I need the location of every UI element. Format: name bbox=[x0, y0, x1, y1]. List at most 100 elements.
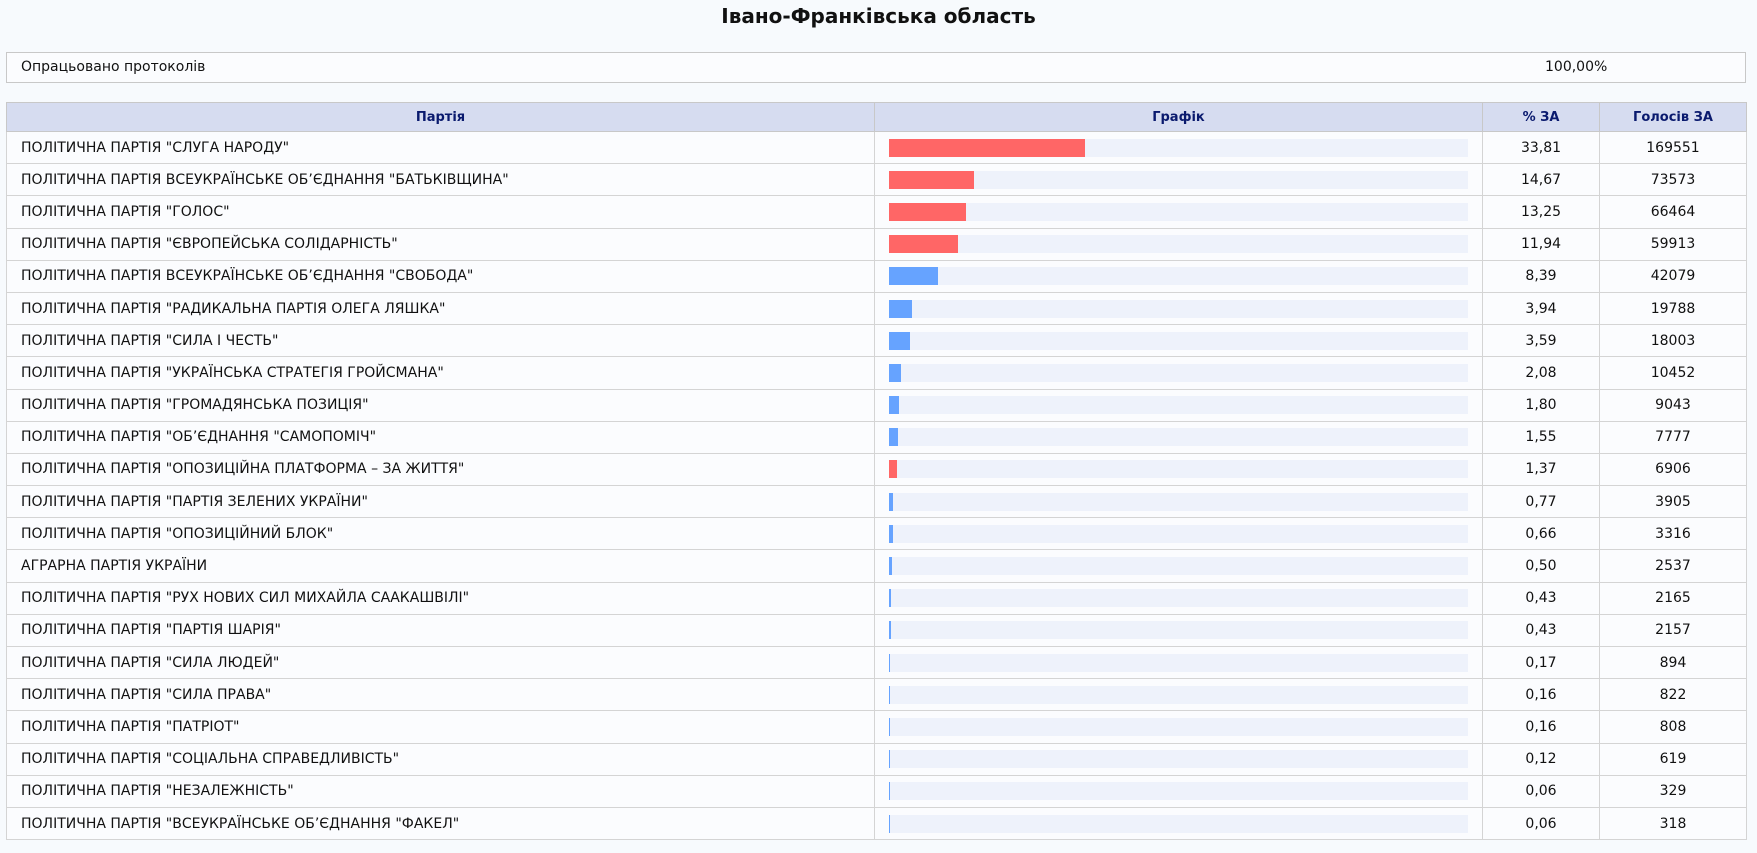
percent: 11,94 bbox=[1482, 227, 1600, 261]
bar bbox=[889, 170, 974, 189]
graph-cell bbox=[874, 806, 1483, 841]
votes: 808 bbox=[1599, 710, 1747, 744]
percent: 3,94 bbox=[1482, 291, 1600, 326]
votes: 10452 bbox=[1599, 356, 1747, 390]
bar-track bbox=[889, 814, 1468, 833]
bar-track bbox=[889, 782, 1468, 801]
result-row: ПОЛІТИЧНА ПАРТІЯ ВСЕУКРАЇНСЬКЕ ОБ’ЄДНАНН… bbox=[6, 163, 1747, 197]
percent: 0,06 bbox=[1482, 774, 1600, 808]
percent: 3,59 bbox=[1482, 324, 1600, 358]
party-name: ПОЛІТИЧНА ПАРТІЯ "ПАРТІЯ ШАРІЯ" bbox=[6, 613, 875, 648]
result-row: ПОЛІТИЧНА ПАРТІЯ "ПАТРІОТ" 0,16 808 bbox=[6, 710, 1747, 744]
graph-cell bbox=[874, 710, 1483, 744]
party-name: ПОЛІТИЧНА ПАРТІЯ "ЄВРОПЕЙСЬКА СОЛІДАРНІС… bbox=[6, 227, 875, 261]
votes: 9043 bbox=[1599, 388, 1747, 422]
graph-cell bbox=[874, 517, 1483, 551]
bar bbox=[889, 621, 892, 640]
graph-cell bbox=[874, 420, 1483, 454]
party-name: ПОЛІТИЧНА ПАРТІЯ "УКРАЇНСЬКА СТРАТЕГІЯ Г… bbox=[6, 356, 875, 390]
bar bbox=[889, 557, 892, 576]
result-row: ПОЛІТИЧНА ПАРТІЯ "УКРАЇНСЬКА СТРАТЕГІЯ Г… bbox=[6, 356, 1747, 390]
graph-cell bbox=[874, 291, 1483, 326]
party-name: ПОЛІТИЧНА ПАРТІЯ "ВСЕУКРАЇНСЬКЕ ОБ’ЄДНАН… bbox=[6, 806, 875, 841]
percent: 0,50 bbox=[1482, 549, 1600, 583]
bar-track bbox=[889, 557, 1468, 576]
bar bbox=[889, 299, 912, 318]
bar bbox=[889, 492, 894, 511]
votes: 894 bbox=[1599, 645, 1747, 680]
bar bbox=[889, 396, 900, 415]
votes: 169551 bbox=[1599, 130, 1747, 165]
votes: 19788 bbox=[1599, 291, 1747, 326]
votes: 18003 bbox=[1599, 324, 1747, 358]
result-row: ПОЛІТИЧНА ПАРТІЯ "ПАРТІЯ ШАРІЯ" 0,43 2157 bbox=[6, 613, 1747, 648]
party-name: ПОЛІТИЧНА ПАРТІЯ "СИЛА І ЧЕСТЬ" bbox=[6, 324, 875, 358]
result-row: ПОЛІТИЧНА ПАРТІЯ "РАДИКАЛЬНА ПАРТІЯ ОЛЕГ… bbox=[6, 291, 1747, 326]
result-row: ПОЛІТИЧНА ПАРТІЯ "ГОЛОС" 13,25 66464 bbox=[6, 195, 1747, 229]
bar-track bbox=[889, 363, 1468, 382]
votes: 6906 bbox=[1599, 452, 1747, 487]
percent: 0,43 bbox=[1482, 581, 1600, 615]
votes: 2165 bbox=[1599, 581, 1747, 615]
graph-cell bbox=[874, 356, 1483, 390]
graph-cell bbox=[874, 645, 1483, 680]
column-header[interactable]: % ЗА bbox=[1482, 102, 1600, 132]
party-name: ПОЛІТИЧНА ПАРТІЯ "СОЦІАЛЬНА СПРАВЕДЛИВІС… bbox=[6, 742, 875, 776]
bar bbox=[889, 267, 938, 286]
bar bbox=[889, 653, 890, 672]
graph-cell bbox=[874, 130, 1483, 165]
bar bbox=[889, 138, 1085, 157]
percent: 0,17 bbox=[1482, 645, 1600, 680]
percent: 8,39 bbox=[1482, 259, 1600, 293]
graph-cell bbox=[874, 195, 1483, 229]
party-name: ПОЛІТИЧНА ПАРТІЯ "ОПОЗИЦІЙНА ПЛАТФОРМА –… bbox=[6, 452, 875, 487]
votes: 619 bbox=[1599, 742, 1747, 776]
party-name: ПОЛІТИЧНА ПАРТІЯ ВСЕУКРАЇНСЬКЕ ОБ’ЄДНАНН… bbox=[6, 163, 875, 197]
bar bbox=[889, 717, 890, 736]
bar-track bbox=[889, 331, 1468, 350]
result-row: ПОЛІТИЧНА ПАРТІЯ "РУХ НОВИХ СИЛ МИХАЙЛА … bbox=[6, 581, 1747, 615]
bar-track bbox=[889, 750, 1468, 769]
bar bbox=[889, 235, 959, 254]
party-name: ПОЛІТИЧНА ПАРТІЯ ВСЕУКРАЇНСЬКЕ ОБ’ЄДНАНН… bbox=[6, 259, 875, 293]
bar-track bbox=[889, 202, 1468, 221]
result-row: ПОЛІТИЧНА ПАРТІЯ "ГРОМАДЯНСЬКА ПОЗИЦІЯ" 1… bbox=[6, 388, 1747, 422]
bar-track bbox=[889, 717, 1468, 736]
result-row: ПОЛІТИЧНА ПАРТІЯ "НЕЗАЛЕЖНІСТЬ" 0,06 329 bbox=[6, 774, 1747, 808]
bar-track bbox=[889, 653, 1468, 672]
percent: 0,43 bbox=[1482, 613, 1600, 648]
graph-cell bbox=[874, 388, 1483, 422]
bar bbox=[889, 589, 892, 608]
column-header[interactable]: Голосів ЗА bbox=[1599, 102, 1747, 132]
party-name: ПОЛІТИЧНА ПАРТІЯ "ГОЛОС" bbox=[6, 195, 875, 229]
result-row: ПОЛІТИЧНА ПАРТІЯ "ОПОЗИЦІЙНА ПЛАТФОРМА –… bbox=[6, 452, 1747, 487]
bar-track bbox=[889, 235, 1468, 254]
bar bbox=[889, 363, 902, 382]
result-row: ПОЛІТИЧНА ПАРТІЯ "СИЛА І ЧЕСТЬ" 3,59 18003 bbox=[6, 324, 1747, 358]
percent: 0,06 bbox=[1482, 806, 1600, 841]
bar-track bbox=[889, 492, 1468, 511]
graph-cell bbox=[874, 485, 1483, 519]
result-row: АГРАРНА ПАРТІЯ УКРАЇНИ 0,50 2537 bbox=[6, 549, 1747, 583]
votes: 73573 bbox=[1599, 163, 1747, 197]
bar-track bbox=[889, 524, 1468, 543]
party-name: ПОЛІТИЧНА ПАРТІЯ "ПАРТІЯ ЗЕЛЕНИХ УКРАЇНИ… bbox=[6, 485, 875, 519]
result-row: ПОЛІТИЧНА ПАРТІЯ "ОПОЗИЦІЙНИЙ БЛОК" 0,66 3… bbox=[6, 517, 1747, 551]
results-table: Партія Графік % ЗА Голосів ЗА ПОЛІТИЧНА … bbox=[6, 102, 1747, 841]
percent: 1,80 bbox=[1482, 388, 1600, 422]
graph-cell bbox=[874, 742, 1483, 776]
graph-cell bbox=[874, 259, 1483, 293]
column-header[interactable]: Партія bbox=[6, 102, 875, 132]
percent: 0,77 bbox=[1482, 485, 1600, 519]
percent: 0,16 bbox=[1482, 710, 1600, 744]
bar-track bbox=[889, 460, 1468, 479]
column-header: Графік bbox=[874, 102, 1483, 132]
bar-track bbox=[889, 138, 1468, 157]
votes: 3905 bbox=[1599, 485, 1747, 519]
votes: 59913 bbox=[1599, 227, 1747, 261]
bar-track bbox=[889, 685, 1468, 704]
page-title: Івано-Франківська область bbox=[721, 4, 1036, 28]
bar-track bbox=[889, 170, 1468, 189]
party-name: ПОЛІТИЧНА ПАРТІЯ "ГРОМАДЯНСЬКА ПОЗИЦІЯ" bbox=[6, 388, 875, 422]
